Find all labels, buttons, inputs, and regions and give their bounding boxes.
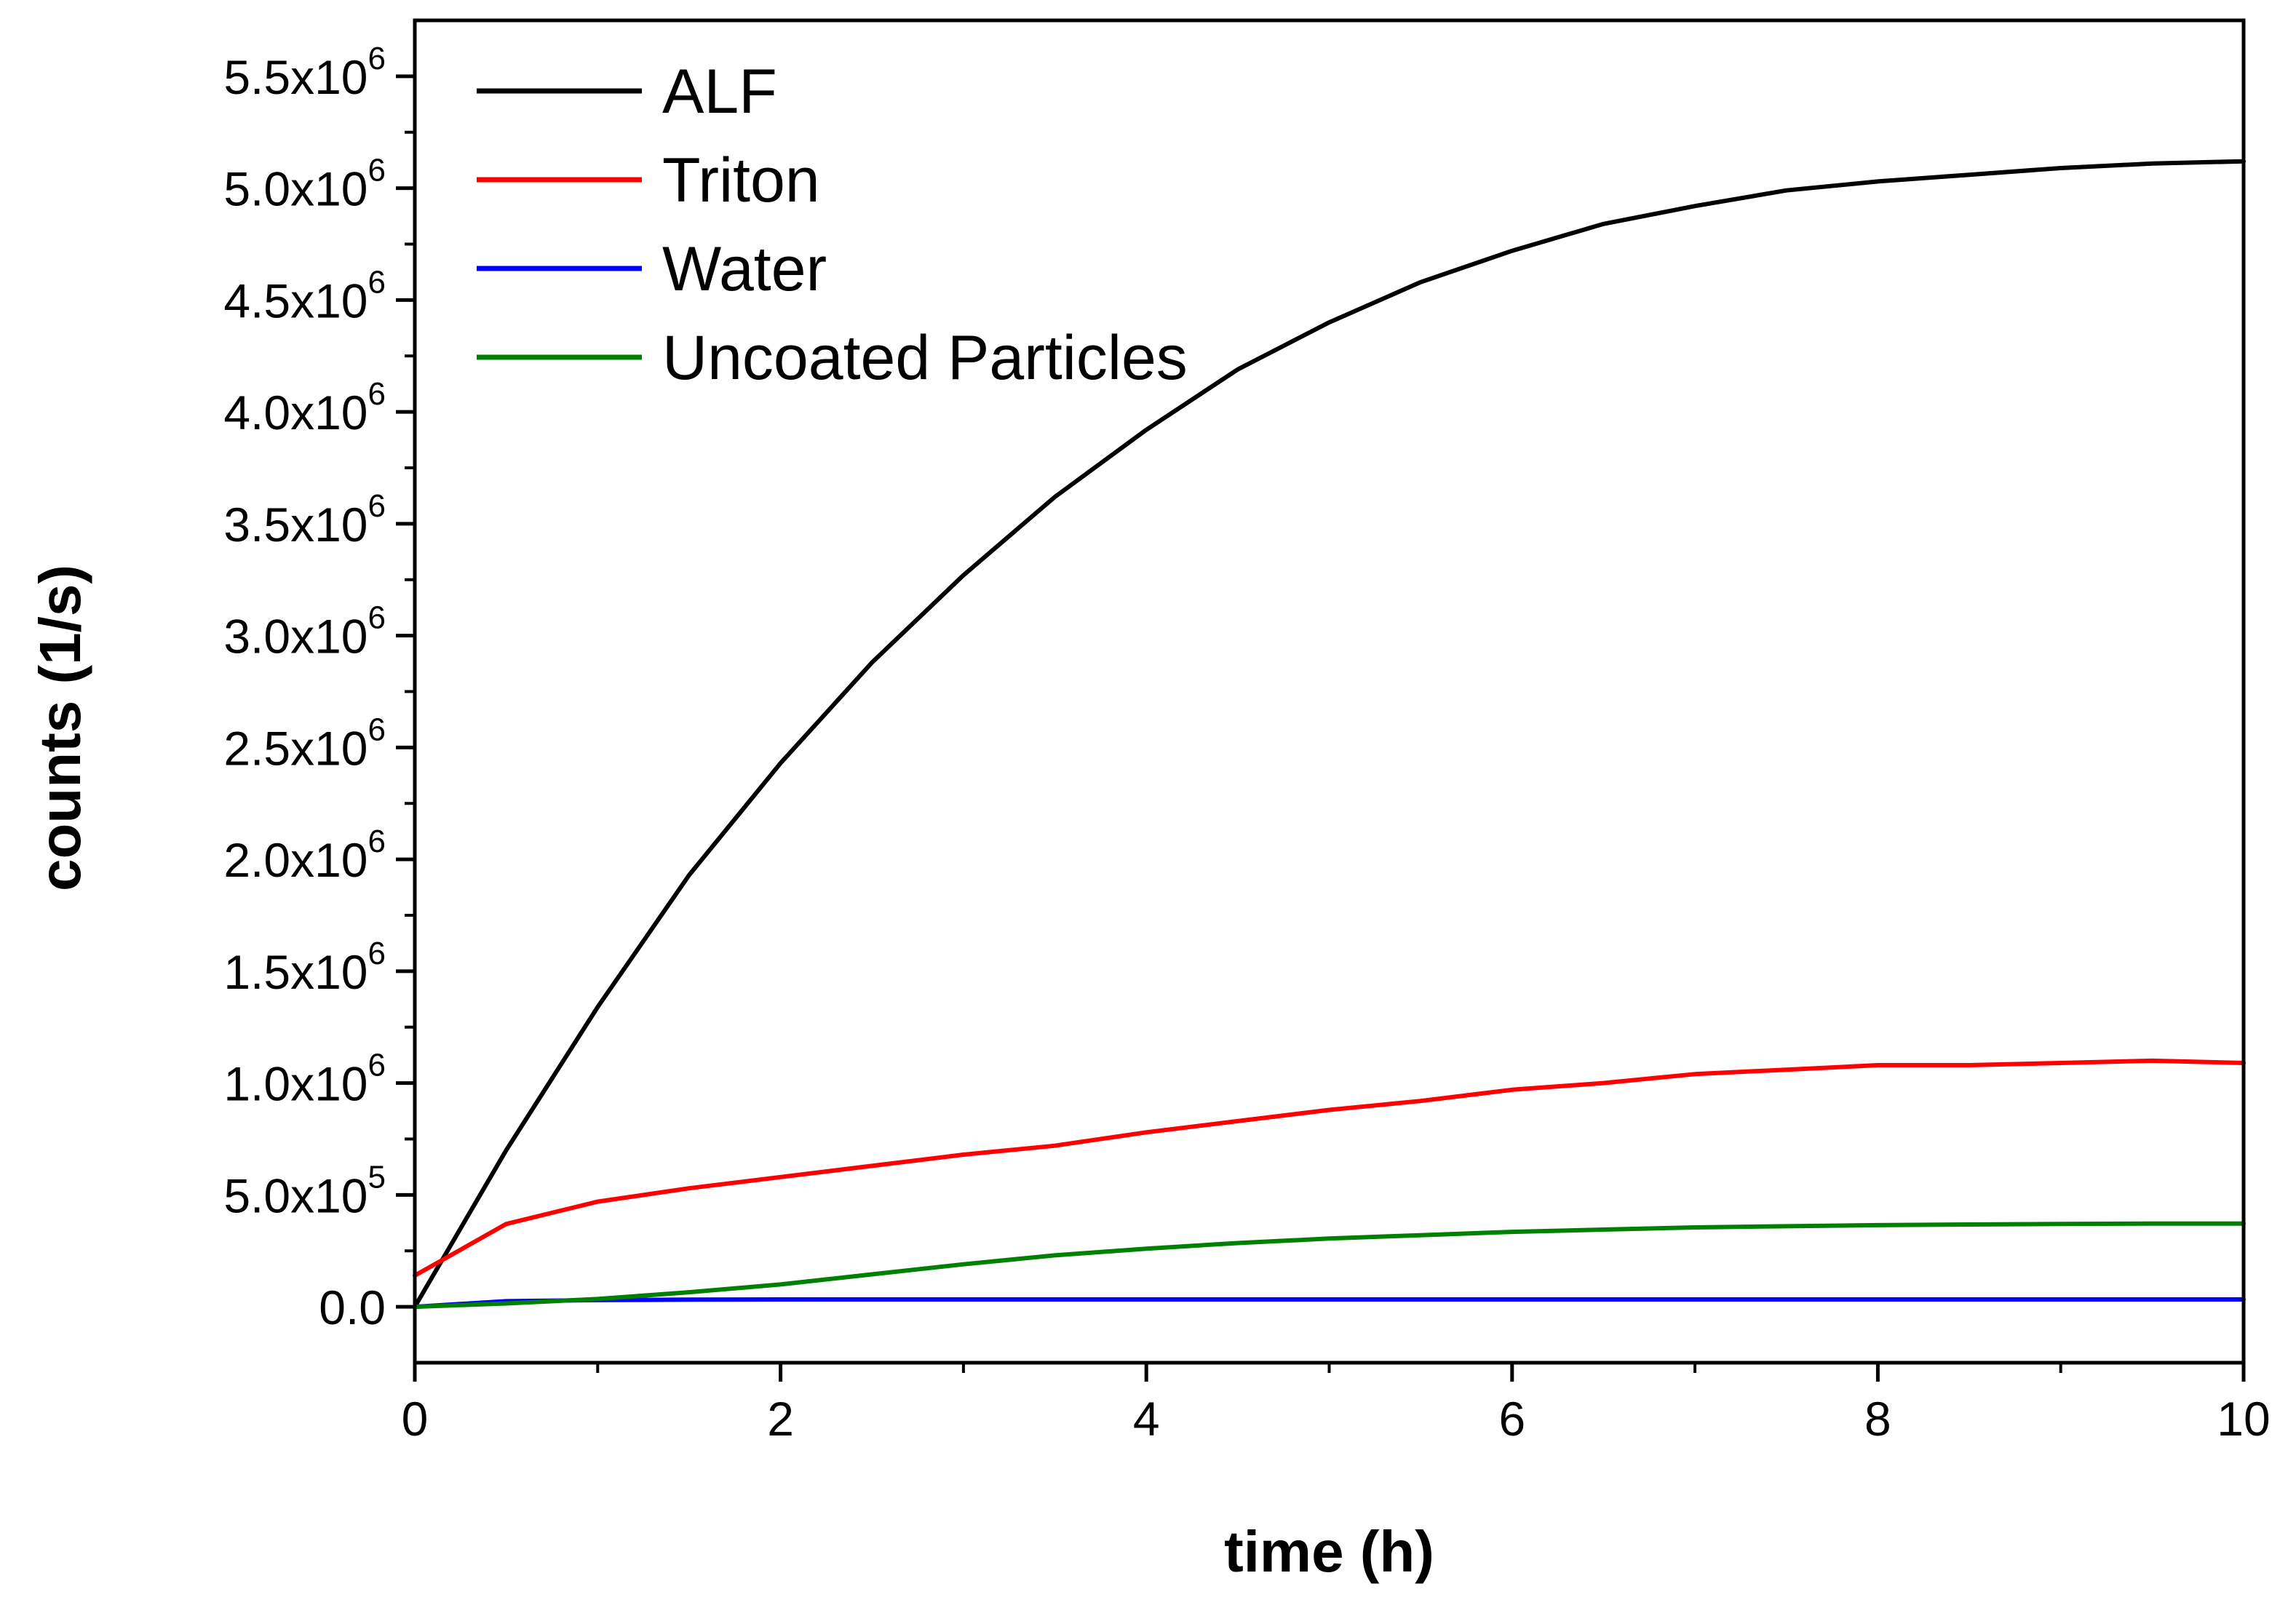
y-tick-label: 4.0x106: [223, 376, 386, 439]
y-tick-label: 5.0x106: [223, 153, 386, 216]
y-tick-label: 4.5x106: [223, 264, 386, 327]
legend-label: Triton: [662, 146, 820, 215]
y-axis-title: counts (1/s): [28, 565, 92, 891]
x-axis-title: time (h): [1224, 1519, 1434, 1584]
legend-label: Water: [662, 234, 827, 304]
series-line-alf: [413, 159, 2246, 1310]
x-axis-ticks: 0 2 4 6 8 10: [402, 1363, 2271, 1446]
legend-label: Uncoated Particles: [662, 323, 1188, 393]
x-tick-label: 8: [1864, 1392, 1891, 1446]
y-tick-label: 5.0x105: [223, 1159, 386, 1222]
y-tick-label: 1.0x106: [223, 1048, 386, 1111]
series-line-uncoated-particles: [413, 1221, 2246, 1310]
x-tick-label: 6: [1498, 1392, 1525, 1446]
y-tick-label: 1.5x106: [223, 936, 386, 999]
x-tick-label: 0: [402, 1392, 429, 1446]
y-tick-label: 0.0: [319, 1281, 386, 1334]
y-axis-ticks: 0.0 5.0x105 1.0x106 1.5x106 2.0x106 2.5x106 3.…: [223, 41, 415, 1334]
y-tick-label: 2.5x106: [223, 712, 386, 775]
series-line-triton: [413, 1058, 2246, 1278]
x-tick-label: 10: [2217, 1392, 2270, 1446]
x-tick-label: 2: [767, 1392, 794, 1446]
y-tick-label: 2.0x106: [223, 824, 386, 887]
series-line-water: [413, 1297, 2246, 1310]
y-tick-label: 5.5x106: [223, 41, 386, 104]
x-tick-label: 4: [1133, 1392, 1160, 1446]
legend: ALF Triton Water Uncoated Particles: [477, 57, 1188, 393]
y-tick-label: 3.5x106: [223, 488, 386, 551]
y-tick-label: 3.0x106: [223, 600, 386, 664]
legend-label: ALF: [662, 57, 777, 127]
series-lines: [413, 159, 2246, 1310]
